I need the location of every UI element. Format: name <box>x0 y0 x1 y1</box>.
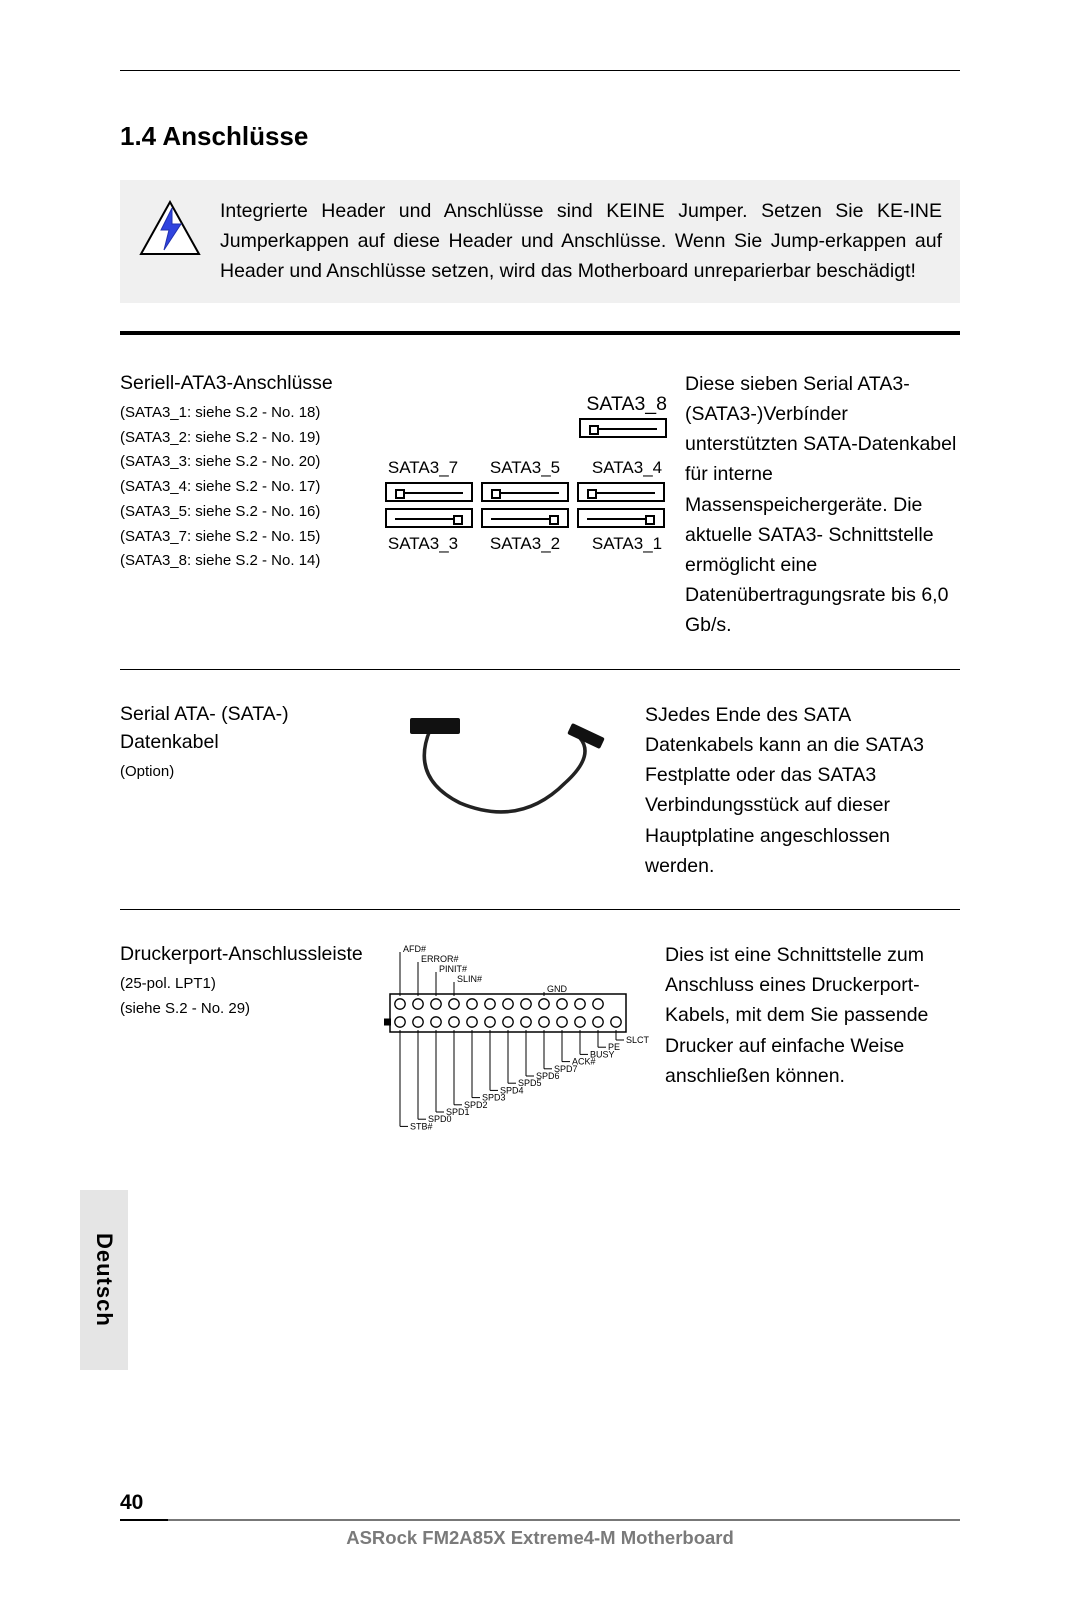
lpt-diagram: AFD#ERROR#PINIT#SLIN#GNDSTB#SPD0SPD1SPD2… <box>365 940 665 1140</box>
cable-desc: SJedes Ende des SATA Datenkabels kann an… <box>645 700 960 881</box>
sata-ref: (SATA3_2: siehe S.2 - No. 19) <box>120 426 365 451</box>
svg-text:GND: GND <box>547 984 568 994</box>
sata-port-label: SATA3_3 <box>375 534 471 554</box>
lpt-sub: (siehe S.2 - No. 29) <box>120 997 365 1022</box>
page-number: 40 <box>120 1491 960 1515</box>
lpt-title: Druckerport-Anschlussleiste <box>120 940 365 968</box>
sata-port-label: SATA3_2 <box>477 534 573 554</box>
sata-port-label: SATA3_5 <box>477 458 573 478</box>
warning-box: Integrierte Header und Anschlüsse sind K… <box>120 180 960 303</box>
svg-text:AFD#: AFD# <box>403 944 426 954</box>
sata-section: Seriell-ATA3-Anschlüsse (SATA3_1: siehe … <box>120 369 960 641</box>
lightning-icon <box>120 196 220 258</box>
cable-title: Serial ATA- (SATA-) Datenkabel <box>120 700 365 757</box>
svg-text:ERROR#: ERROR# <box>421 954 459 964</box>
svg-text:SLIN#: SLIN# <box>457 974 482 984</box>
language-tab: Deutsch <box>80 1190 128 1370</box>
lpt-section: Druckerport-Anschlussleiste (25-pol. LPT… <box>120 940 960 1140</box>
sata-ref: (SATA3_8: siehe S.2 - No. 14) <box>120 549 365 574</box>
lpt-sub: (25-pol. LPT1) <box>120 972 365 997</box>
cable-section: Serial ATA- (SATA-) Datenkabel (Option) … <box>120 700 960 881</box>
sata-ref: (SATA3_5: siehe S.2 - No. 16) <box>120 500 365 525</box>
svg-text:PINIT#: PINIT# <box>439 964 467 974</box>
sata-ref: (SATA3_3: siehe S.2 - No. 20) <box>120 450 365 475</box>
sata-ref: (SATA3_4: siehe S.2 - No. 17) <box>120 475 365 500</box>
sata-ref: (SATA3_7: siehe S.2 - No. 15) <box>120 525 365 550</box>
sata-desc: Diese sieben Serial ATA3- (SATA3-)Verbín… <box>685 369 960 641</box>
svg-text:PE: PE <box>608 1042 620 1052</box>
sata-ref: (SATA3_1: siehe S.2 - No. 18) <box>120 401 365 426</box>
sata-port-label: SATA3_1 <box>579 534 675 554</box>
sata-diagram: SATA3_8 SATA3_7 SATA3_5 SATA3_4 SATA3_3 … <box>365 369 685 641</box>
sata-title: Seriell-ATA3-Anschlüsse <box>120 369 365 397</box>
cable-sub: (Option) <box>120 760 365 785</box>
sata-cable-diagram <box>365 700 645 881</box>
footer-title: ASRock FM2A85X Extreme4-M Motherboard <box>120 1527 960 1549</box>
sata-port-label: SATA3_8 <box>365 393 685 416</box>
sata-port-label: SATA3_7 <box>375 458 471 478</box>
lpt-desc: Dies ist eine Schnittstelle zum Anschlus… <box>665 940 960 1091</box>
warning-text: Integrierte Header und Anschlüsse sind K… <box>220 196 942 287</box>
svg-text:SLCT: SLCT <box>626 1035 650 1045</box>
sata-port-label: SATA3_4 <box>579 458 675 478</box>
page-footer: 40 ASRock FM2A85X Extreme4-M Motherboard <box>120 1491 960 1549</box>
section-heading: 1.4 Anschlüsse <box>120 121 960 152</box>
